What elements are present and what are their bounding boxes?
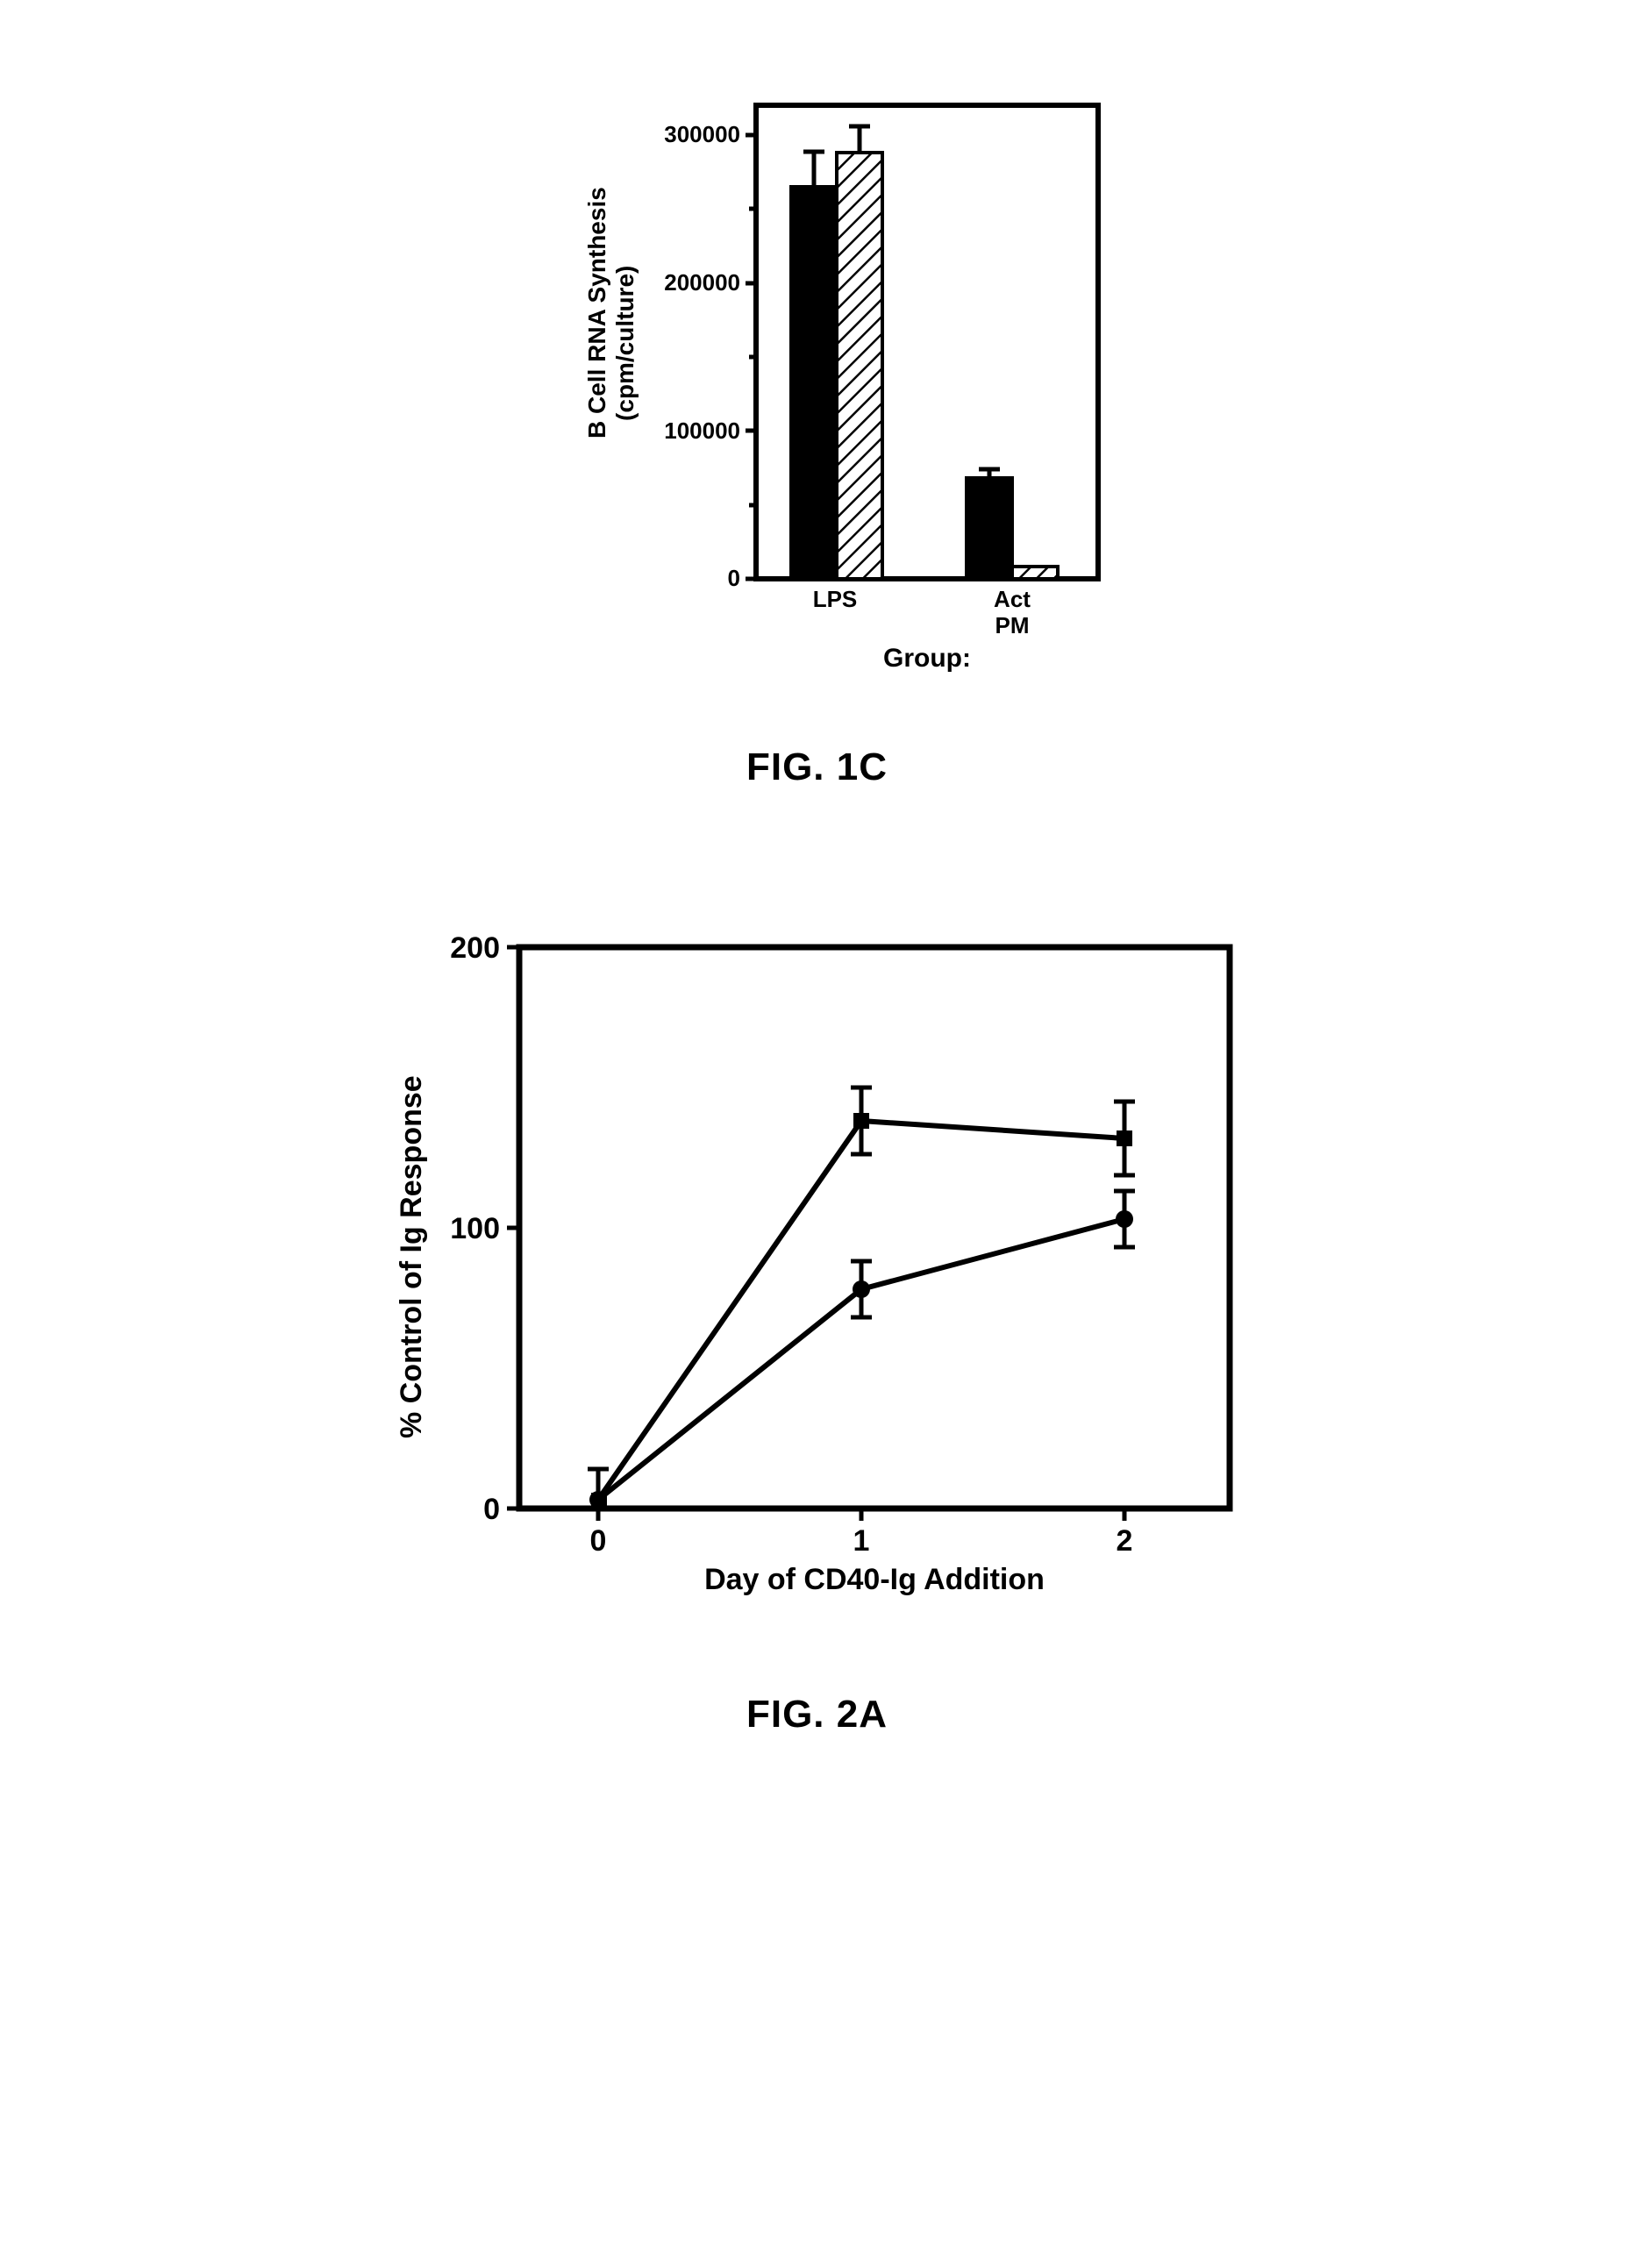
fig2a-xlabel: Day of CD40-Ig Addition — [704, 1563, 1045, 1596]
xlabel-pm: PM — [995, 612, 1029, 638]
bar-actpm-solid — [967, 478, 1012, 579]
fig1c-y-axis-label: B Cell RNA Synthesis (cpm/culture) — [583, 187, 639, 439]
ytick-3: 300000 — [664, 121, 740, 147]
fig2a-caption: FIG. 2A — [746, 1693, 888, 1737]
xlabel-act: Act — [994, 586, 1031, 612]
ytick2a-100: 100 — [450, 1212, 500, 1245]
fig1c-xlabel: Group: — [883, 644, 971, 673]
ytick-2: 200000 — [664, 269, 740, 296]
fig1c-y-tick-labels: 0 100000 200000 300000 — [664, 121, 740, 591]
bar-lps-solid — [791, 187, 837, 579]
xlabel-lps: LPS — [812, 586, 857, 612]
fig2a-x-tick-labels: 0 1 2 — [589, 1524, 1132, 1558]
bar-actpm-hatch — [1012, 567, 1058, 579]
fig2a-ylabel: % Control of Ig Response — [395, 1075, 428, 1438]
fig1c-x-labels: LPS Act PM — [812, 586, 1031, 638]
fig2a-y-tick-labels: 0 100 200 — [450, 931, 500, 1526]
figure-2a: 0 100 200 % Control of Ig Response 0 1 2… — [35, 895, 1599, 1737]
fig1c-caption: FIG. 1C — [746, 745, 888, 789]
xtick2a-2: 2 — [1116, 1524, 1132, 1558]
fig1c-ylabel-1: B Cell RNA Synthesis — [583, 187, 610, 439]
xtick2a-1: 1 — [853, 1524, 869, 1558]
ytick2a-0: 0 — [483, 1493, 500, 1526]
figure-1c: 0 100000 200000 300000 B Cell RNA Synthe… — [35, 70, 1599, 789]
ytick2a-200: 200 — [450, 931, 500, 965]
fig2a-chart: 0 100 200 % Control of Ig Response 0 1 2… — [335, 895, 1300, 1649]
ytick-1: 100000 — [664, 417, 740, 444]
xtick2a-0: 0 — [589, 1524, 606, 1558]
ytick-0: 0 — [727, 565, 739, 591]
bar-lps-hatch — [837, 153, 882, 579]
fig1c-ylabel-2: (cpm/culture) — [611, 266, 639, 421]
fig1c-chart: 0 100000 200000 300000 B Cell RNA Synthe… — [484, 70, 1151, 702]
